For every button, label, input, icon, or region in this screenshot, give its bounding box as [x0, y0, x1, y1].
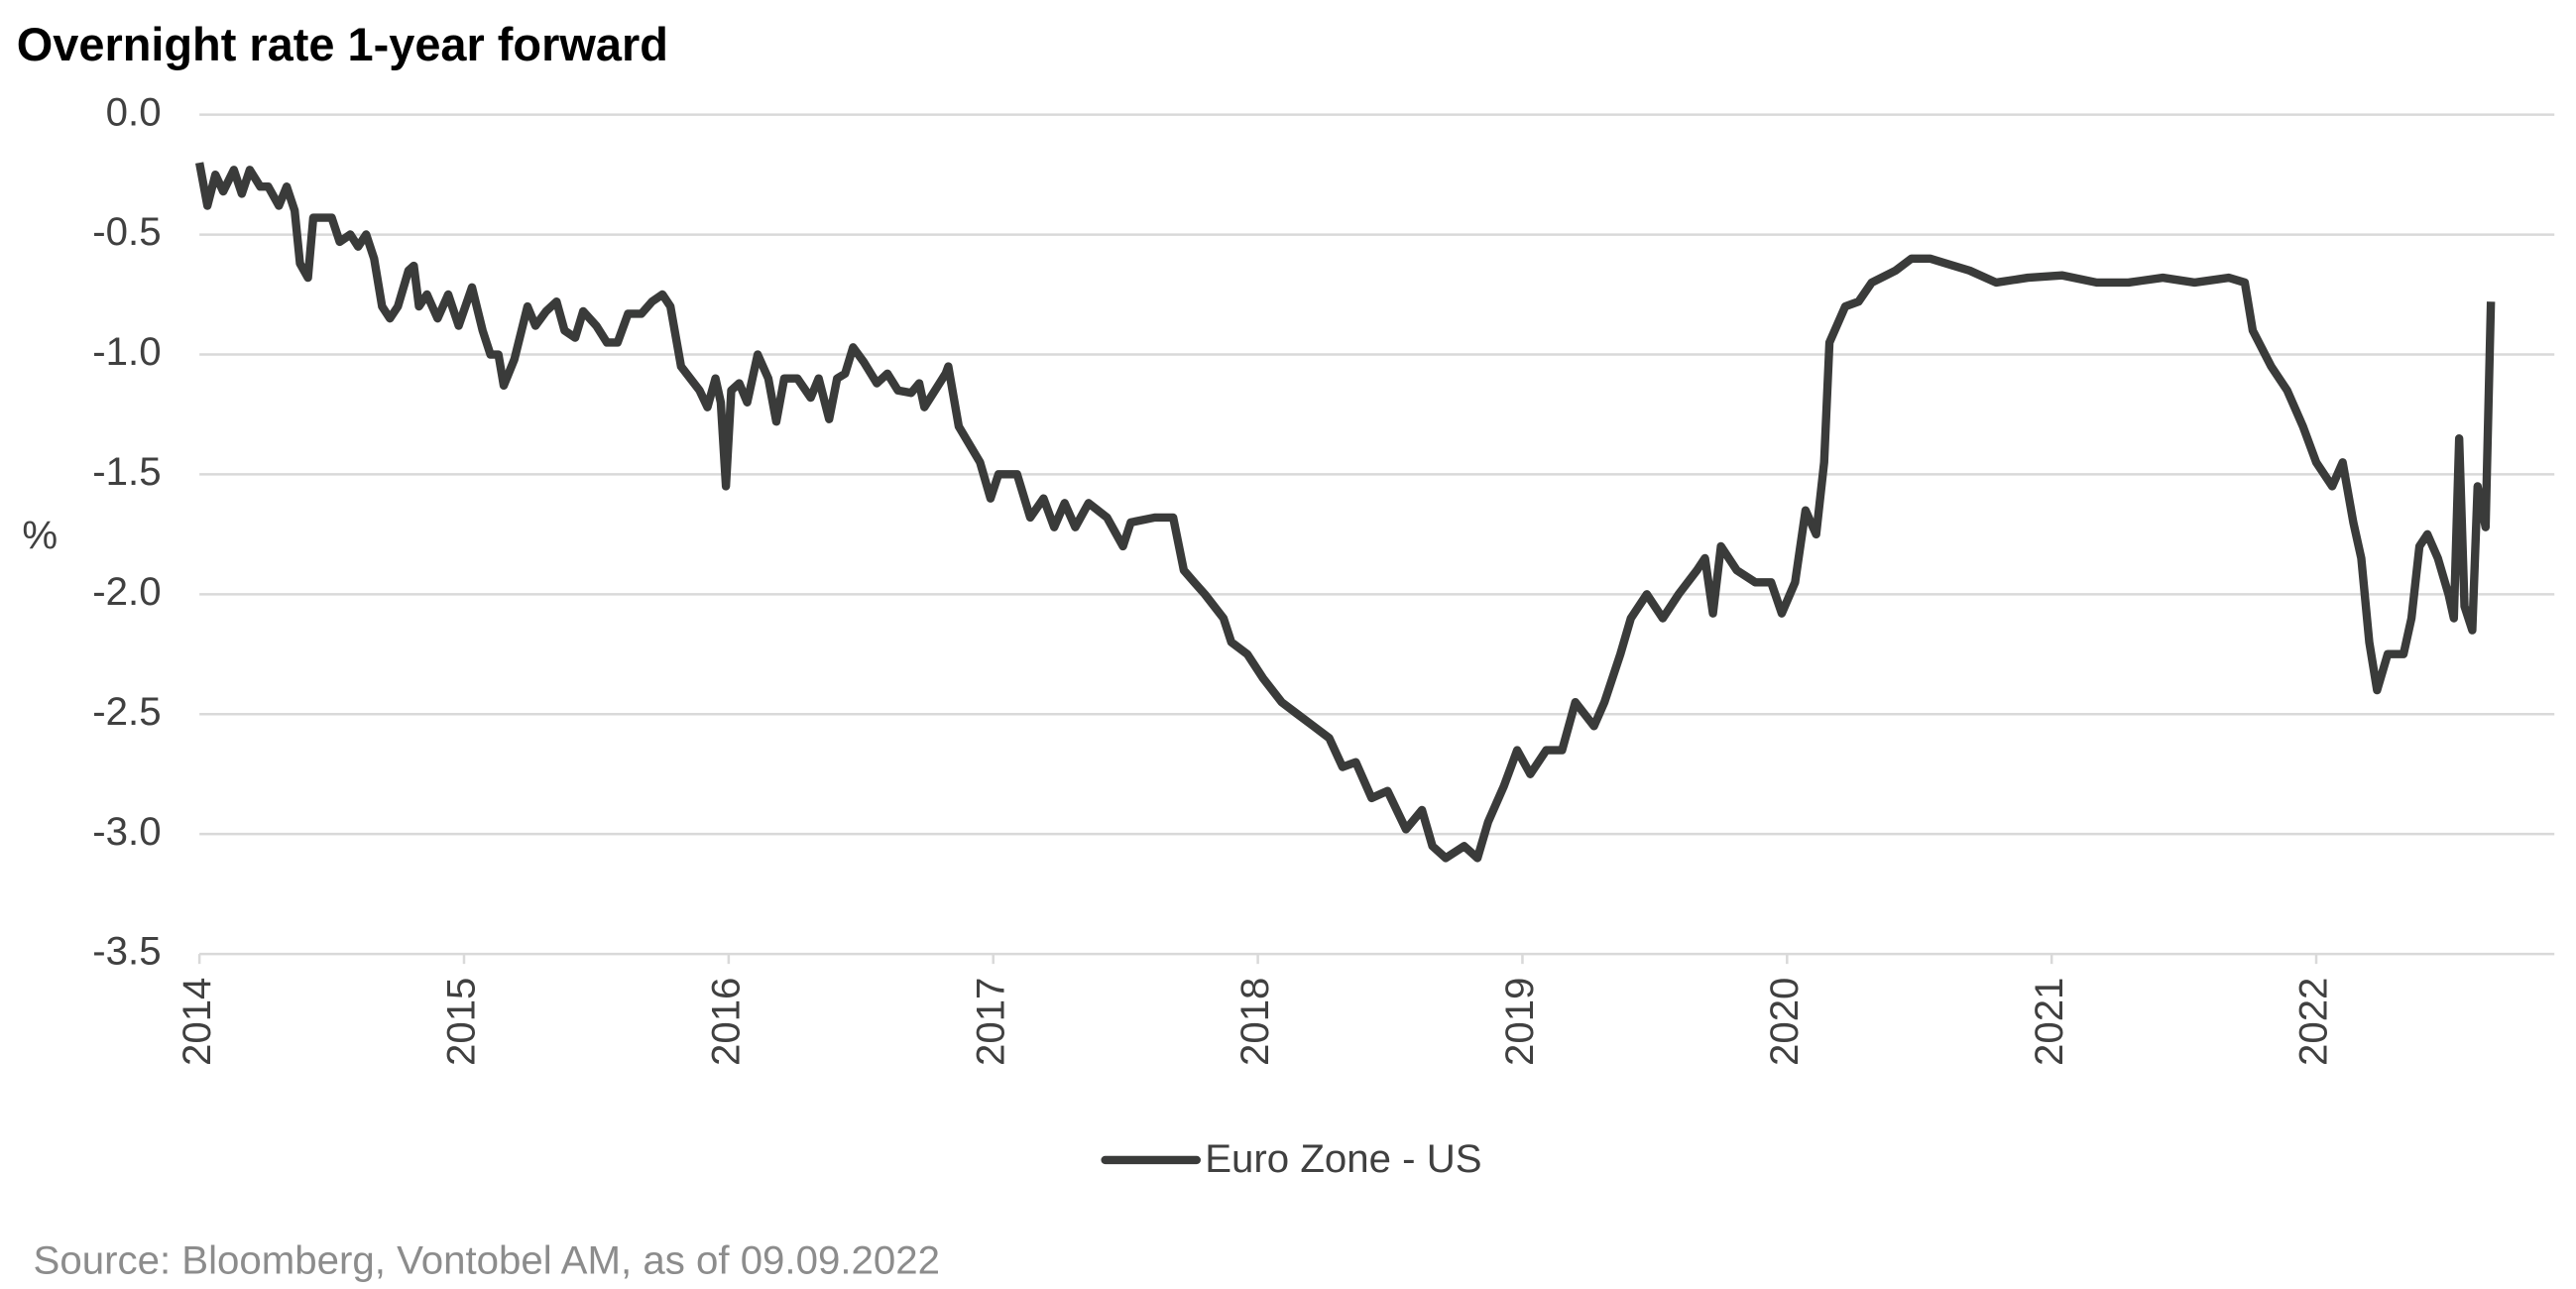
chart-title: Overnight rate 1-year forward: [17, 19, 668, 70]
y-tick-label: -2.0: [92, 569, 161, 614]
x-tick-label: 2022: [2291, 978, 2336, 1066]
x-tick-label: 2015: [439, 978, 484, 1066]
y-tick-label: -3.5: [92, 929, 161, 974]
x-tick-label: 2017: [968, 978, 1012, 1066]
y-tick-label: -1.5: [92, 449, 161, 494]
x-tick-label: 2018: [1232, 978, 1277, 1066]
y-tick-label: 0.0: [106, 89, 162, 134]
x-tick-label: 2014: [175, 978, 219, 1066]
x-tick-label: 2019: [1497, 978, 1542, 1066]
y-tick-label: -2.5: [92, 689, 161, 734]
series-line: [195, 162, 2496, 863]
x-tick-label: 2021: [2027, 978, 2071, 1066]
y-tick-label: -1.0: [92, 329, 161, 374]
y-tick-label: -0.5: [92, 209, 161, 254]
y-tick-label: -3.0: [92, 809, 161, 854]
source-note: Source: Bloomberg, Vontobel AM, as of 09…: [34, 1237, 940, 1282]
x-tick-label: 2020: [1762, 978, 1807, 1066]
legend-label: Euro Zone - US: [1205, 1136, 1481, 1181]
x-tick-label: 2016: [703, 978, 748, 1066]
y-axis-label: %: [22, 514, 58, 558]
